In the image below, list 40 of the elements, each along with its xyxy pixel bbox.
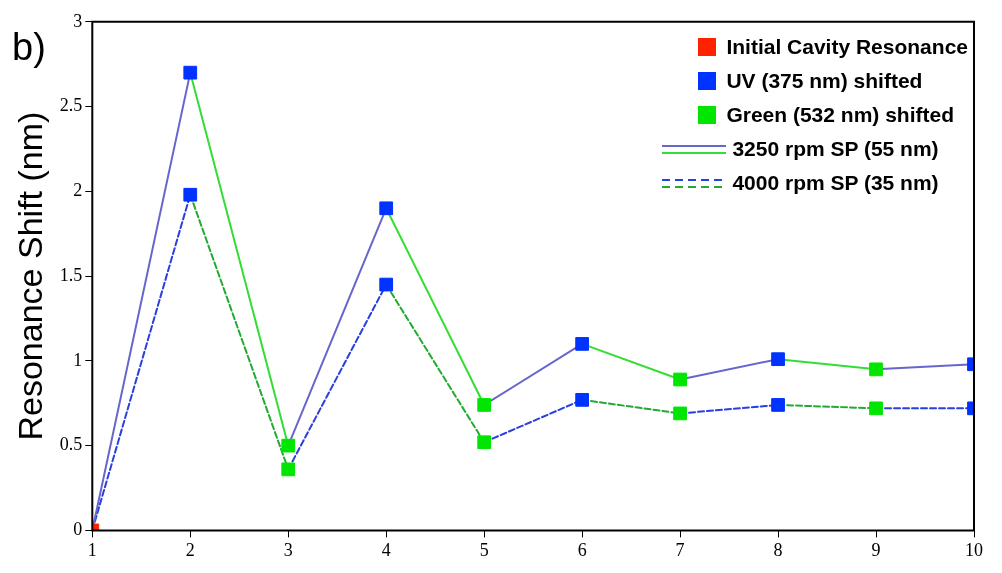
y-tick-label: 1.5 xyxy=(59,264,83,285)
point xyxy=(183,187,198,202)
y-tick-label: 1 xyxy=(73,349,83,370)
x-tick-label: 10 xyxy=(965,539,983,560)
x-tick-label: 5 xyxy=(479,539,489,560)
y-tick-label: 3 xyxy=(73,10,83,31)
y-axis-title: Resonance Shift (nm) xyxy=(10,111,49,441)
point xyxy=(281,462,296,477)
point xyxy=(575,393,589,407)
legend-label: Green (532 nm) shifted xyxy=(726,103,954,127)
point xyxy=(673,406,687,421)
text: b) xyxy=(12,26,46,69)
point xyxy=(771,352,785,367)
x-tick-label: 9 xyxy=(871,539,881,560)
y-tick-label: 0.5 xyxy=(59,434,83,455)
point xyxy=(575,337,589,351)
y-tick-label: 0 xyxy=(73,519,83,540)
point xyxy=(477,398,492,412)
point xyxy=(869,362,883,377)
point xyxy=(869,401,883,416)
x-tick-label: 4 xyxy=(381,539,391,560)
point xyxy=(183,65,198,80)
point xyxy=(281,438,296,453)
point xyxy=(379,277,394,292)
point xyxy=(771,398,785,412)
x-tick-label: 2 xyxy=(185,539,195,560)
x-tick-label: 8 xyxy=(773,539,783,560)
point xyxy=(673,372,687,387)
x-tick-label: 1 xyxy=(87,539,97,560)
legend-label: Initial Cavity Resonance xyxy=(726,35,968,59)
point xyxy=(379,201,394,216)
x-tick-label: 7 xyxy=(675,539,685,560)
y-tick-label: 2.5 xyxy=(59,95,83,116)
legend-label: 3250 rpm SP (55 nm) xyxy=(732,137,939,161)
legend-label: 4000 rpm SP (35 nm) xyxy=(732,171,939,195)
x-tick-label: 6 xyxy=(577,539,587,560)
x-tick-label: 3 xyxy=(283,539,293,560)
point xyxy=(477,435,492,450)
y-tick-label: 2 xyxy=(73,180,83,201)
legend-label: UV (375 nm) shifted xyxy=(726,69,923,93)
